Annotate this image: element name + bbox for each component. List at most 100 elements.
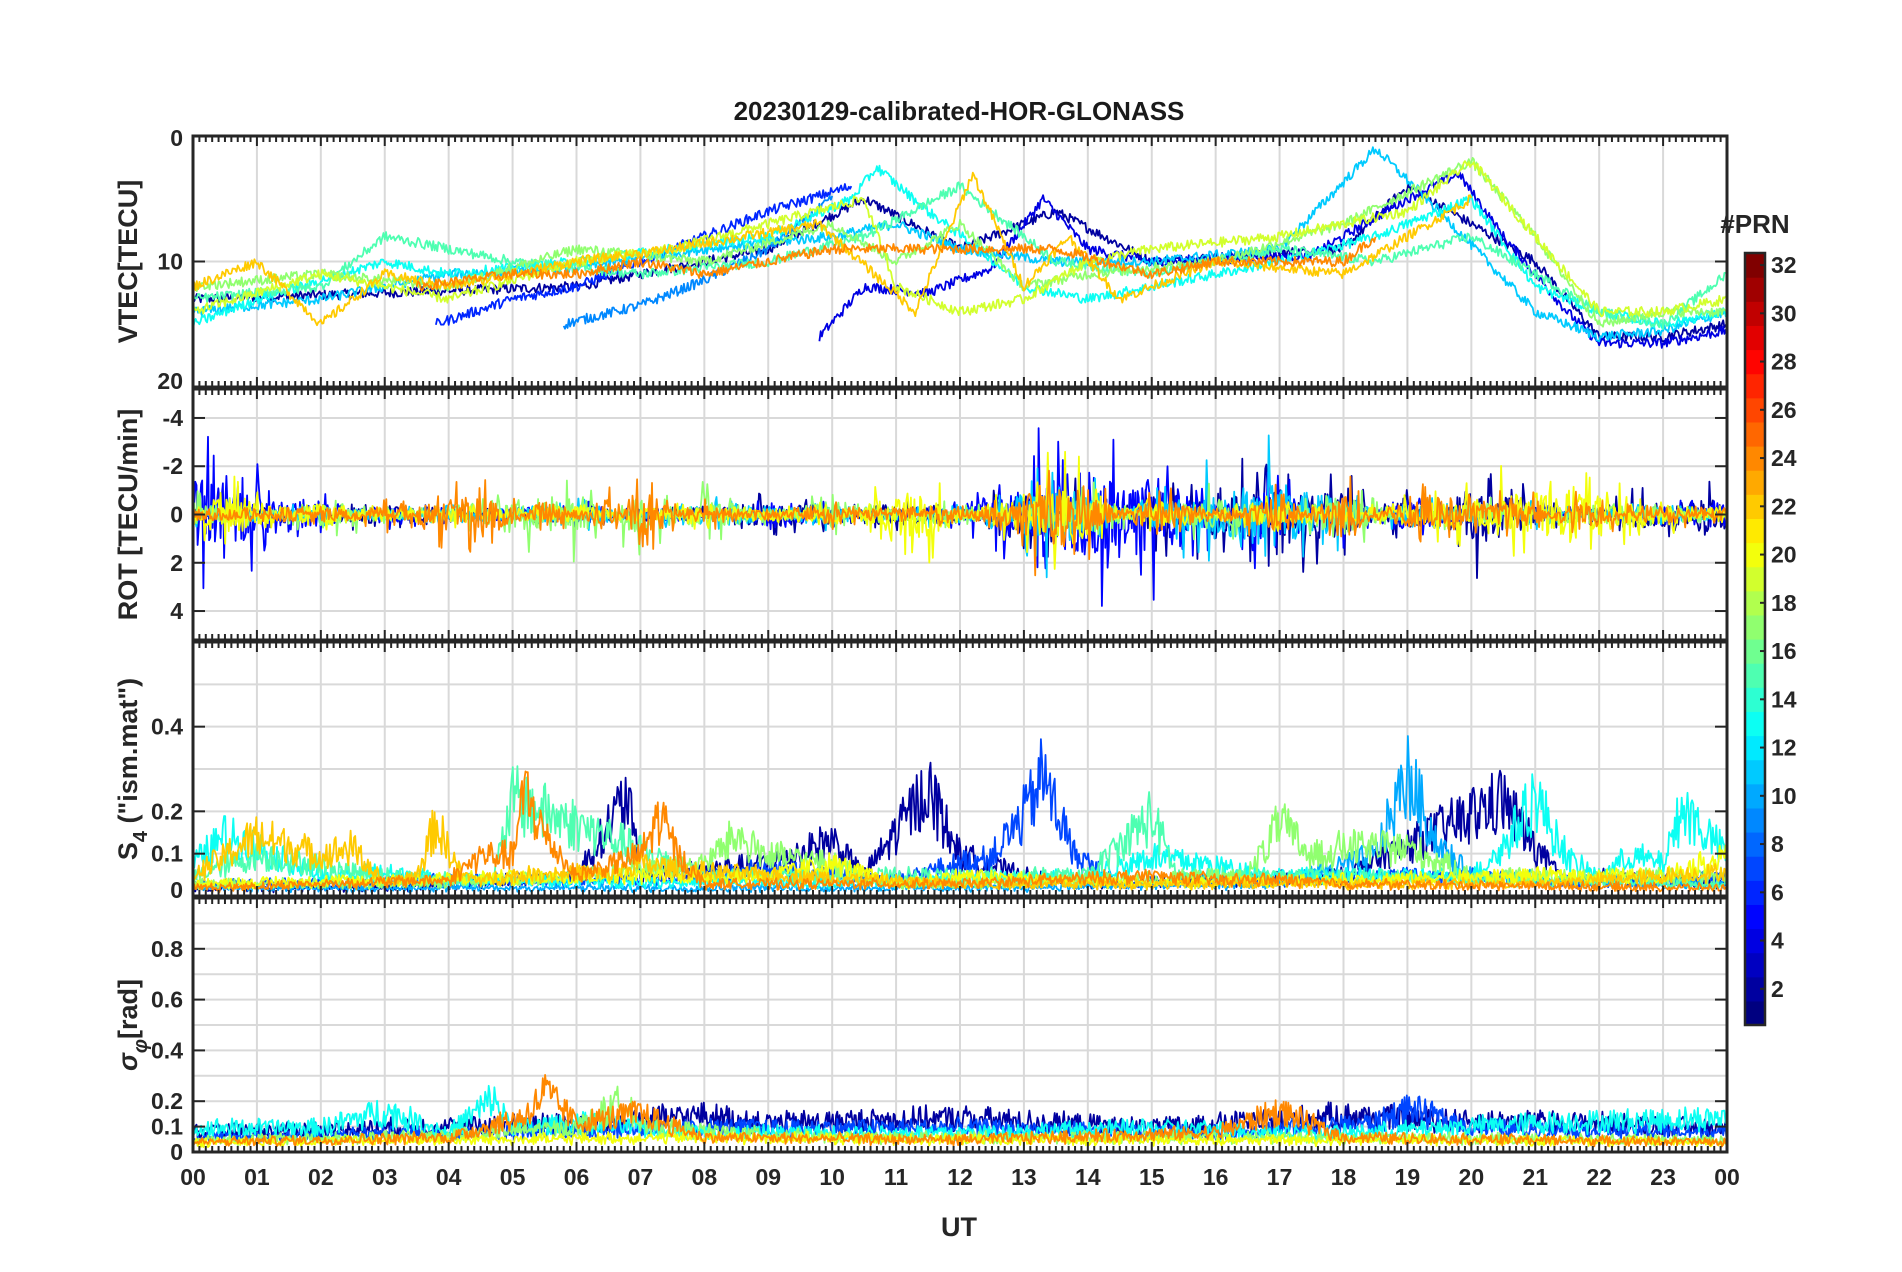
colorbar-segment	[1745, 277, 1765, 302]
y-label-sub: 4	[130, 830, 152, 842]
colorbar-segment	[1745, 880, 1765, 905]
y-tick-label: 0.4	[151, 714, 183, 740]
colorbar-segment	[1745, 807, 1765, 833]
y-tick-label: 0.1	[151, 841, 183, 867]
colorbar-segment	[1745, 976, 1765, 1002]
x-tick-label: 15	[1139, 1164, 1165, 1190]
x-tick-label: 12	[947, 1164, 973, 1190]
colorbar-segment	[1745, 397, 1765, 423]
y-tick-label: 0.6	[151, 987, 183, 1013]
series-group	[193, 146, 1727, 349]
y-label-main: S	[113, 842, 143, 860]
y-tick-label: 0.2	[151, 798, 183, 824]
x-axis-label: UT	[941, 1212, 977, 1242]
colorbar-tick-label: 12	[1771, 735, 1797, 761]
x-tick-label: 07	[628, 1164, 654, 1190]
colorbar-segment	[1745, 349, 1765, 375]
series-line-prn-22	[193, 171, 1473, 327]
series-group	[193, 427, 1727, 607]
x-tick-label: 11	[884, 1164, 909, 1190]
colorbar-tick-label: 8	[1771, 831, 1784, 857]
y-tick-label: 0	[170, 1139, 183, 1165]
x-tick-label: 00	[1714, 1164, 1740, 1190]
colorbar-tick-label: 24	[1771, 445, 1797, 471]
y-tick-label: 0.8	[151, 936, 183, 962]
y-label-main: σ	[113, 1052, 143, 1071]
y-tick-label: 0.1	[151, 1114, 183, 1140]
x-tick-label: 22	[1586, 1164, 1612, 1190]
colorbar-segment	[1745, 325, 1765, 351]
colorbar-segment	[1745, 952, 1765, 978]
x-tick-label: 16	[1203, 1164, 1229, 1190]
y-tick-label: 0	[170, 877, 183, 903]
colorbar-segment	[1745, 1000, 1765, 1026]
colorbar-title: #PRN	[1720, 209, 1789, 239]
x-tick-label: 20	[1459, 1164, 1485, 1190]
colorbar-segment	[1745, 663, 1765, 688]
colorbar-tick-label: 4	[1771, 928, 1784, 954]
x-axis: 00 01 02 03 04 05 06 07 08 09 10 11 12 13 14 15 16 17 18 19…	[180, 1164, 1740, 1190]
colorbar-segment	[1745, 687, 1765, 712]
x-tick-label: 18	[1331, 1164, 1357, 1190]
series-line-prn-13	[193, 164, 1727, 329]
y-tick-label: 0.4	[151, 1037, 183, 1063]
x-tick-label: 04	[436, 1164, 462, 1190]
colorbar-segment	[1745, 759, 1765, 785]
series-line-prn-6	[435, 183, 853, 326]
colorbar-segment	[1745, 614, 1765, 640]
series-line-prn-15	[193, 181, 1727, 330]
series-line-prn-17	[193, 156, 1727, 328]
x-tick-label: 21	[1522, 1164, 1548, 1190]
y-axis-label-vtec: VTEC[TECU]	[113, 180, 143, 344]
colorbar-tick-label: 30	[1771, 300, 1797, 326]
series-line-prn-9	[562, 194, 834, 330]
colorbar-tick-label: 18	[1771, 590, 1797, 616]
x-tick-label: 01	[244, 1164, 270, 1190]
gridlines	[193, 136, 1727, 387]
colorbar-segment	[1745, 542, 1765, 568]
y-tick-label: 0	[170, 502, 183, 528]
colorbar-segment	[1745, 783, 1765, 809]
series-line-prn-20	[193, 844, 1727, 890]
y-axis-label-rot: ROT [TECU/min]	[113, 409, 143, 620]
colorbar-frame	[1743, 251, 1767, 1027]
panel-s4: 00.10.20.4S4 ("ism.mat")	[113, 640, 1729, 903]
x-tick-label: 03	[372, 1164, 398, 1190]
x-tick-label: 06	[564, 1164, 590, 1190]
x-ticks	[192, 898, 1728, 1152]
colorbar-segment	[1745, 711, 1765, 737]
x-tick-label: 10	[819, 1164, 845, 1190]
y-tick-label: -2	[163, 453, 183, 479]
x-ticks	[192, 642, 1728, 896]
y-tick-label: 0	[170, 125, 183, 151]
x-tick-label: 14	[1075, 1164, 1101, 1190]
colorbar-segment	[1745, 373, 1765, 399]
colorbar-tick-label: 16	[1771, 638, 1797, 664]
colorbar-tick-label: 6	[1771, 879, 1784, 905]
y-label-rest: [rad]	[113, 979, 143, 1039]
colorbar-tick-label: 26	[1771, 397, 1797, 423]
colorbar-tick-label: 32	[1771, 252, 1797, 278]
series-line-prn-24	[193, 469, 1727, 577]
colorbar-segment	[1745, 928, 1765, 954]
x-tick-label: 09	[755, 1164, 781, 1190]
panel-sigma: 00.10.2 0.4 0.6 0.8 σφ[rad]	[113, 896, 1729, 1165]
colorbar-segment	[1745, 494, 1765, 519]
colorbar-tick-label: 28	[1771, 349, 1797, 375]
colorbar-segment	[1745, 590, 1765, 616]
colorbar-segment	[1745, 735, 1765, 761]
x-tick-label: 19	[1395, 1164, 1421, 1190]
colorbar-segment	[1745, 470, 1765, 495]
colorbar-segment	[1745, 566, 1765, 592]
y-tick-label: 2	[170, 550, 183, 576]
chart-title: 20230129-calibrated-HOR-GLONASS	[734, 96, 1185, 126]
y-label-sub: φ	[130, 1039, 152, 1053]
colorbar-segment	[1745, 856, 1765, 881]
x-tick-label: 08	[692, 1164, 718, 1190]
x-tick-label: 02	[308, 1164, 334, 1190]
x-tick-label: 05	[500, 1164, 526, 1190]
colorbar-segment	[1745, 301, 1765, 326]
